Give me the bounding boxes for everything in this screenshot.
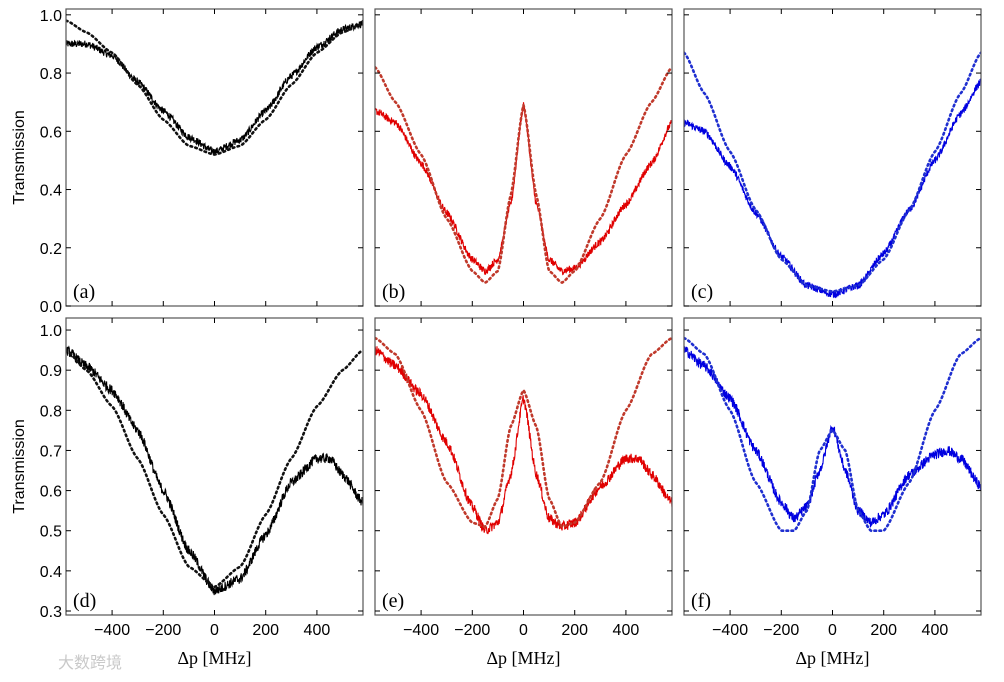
panel-label: (d)	[73, 590, 96, 612]
panel-label: (c)	[691, 281, 713, 303]
y-tick-label: 1.0	[40, 323, 62, 340]
panel-d: −400 −200 0 200 400 0.3 0.4 0.5 0.6 0.7 0.8 0.9 1.0 (…	[11, 317, 364, 668]
series-measured-b	[375, 102, 672, 276]
panel-label: (e)	[382, 590, 404, 612]
y-tick-label: 0.4	[40, 183, 62, 200]
x-axis-label: Δp [MHz]	[177, 648, 251, 668]
panel-frame	[374, 8, 673, 307]
panel-frame	[65, 8, 364, 307]
panel-frame	[65, 317, 364, 616]
watermark: 大数跨境	[58, 653, 122, 672]
x-tick-label: 400	[613, 622, 640, 639]
series-measured-a	[66, 19, 363, 157]
series-measured-e	[375, 345, 672, 535]
panel-c: (c)	[683, 8, 982, 307]
series-fit-f	[684, 336, 981, 533]
x-tick-label: −400	[403, 622, 439, 639]
series-measured-d	[66, 345, 363, 596]
x-tick-label: −400	[94, 622, 130, 639]
y-tick-label: 0.8	[40, 66, 62, 83]
series-fit-b	[375, 65, 672, 285]
series-fit-a	[66, 19, 363, 156]
x-tick-label: 200	[252, 622, 279, 639]
panel-e: −400 −200 0 200 400 (e) Δp [MHz]	[374, 317, 673, 668]
x-axis-label: Δp [MHz]	[486, 648, 560, 668]
x-tick-label: 400	[304, 622, 331, 639]
panel-a: 0.0 0.2 0.4 0.6 0.8 1.0 (a) Transmission	[11, 8, 364, 316]
series-fit-e	[375, 336, 672, 529]
x-tick-label: −200	[763, 622, 799, 639]
x-axis-label: Δp [MHz]	[795, 648, 869, 668]
x-tick-label: 0	[828, 622, 837, 639]
y-tick-label: 0.5	[40, 524, 62, 541]
y-axis-label: Transmission	[11, 419, 28, 514]
y-tick-label: 0.9	[40, 363, 62, 380]
y-tick-label: 0.8	[40, 403, 62, 420]
panel-frame	[374, 317, 673, 616]
x-tick-label: −400	[712, 622, 748, 639]
y-tick-label: 0.2	[40, 241, 62, 258]
panel-f: −400 −200 0 200 400 (f) Δp [MHz]	[683, 317, 982, 668]
x-tick-label: 200	[870, 622, 897, 639]
y-tick-label: 0.4	[40, 564, 62, 581]
x-tick-label: 400	[922, 622, 949, 639]
y-tick-label: 0.6	[40, 484, 62, 501]
y-tick-label: 1.0	[40, 8, 62, 25]
x-tick-label: 0	[519, 622, 528, 639]
panel-label: (f)	[691, 590, 711, 612]
y-tick-label: 0.6	[40, 124, 62, 141]
x-tick-label: 0	[210, 622, 219, 639]
panel-b: (b)	[374, 8, 673, 307]
series-measured-f	[684, 346, 981, 528]
y-axis-label: Transmission	[11, 110, 28, 205]
series-fit-d	[66, 348, 363, 589]
panel-label: (b)	[382, 281, 405, 303]
x-tick-label: −200	[454, 622, 490, 639]
y-tick-label: 0.0	[40, 299, 62, 316]
y-tick-label: 0.7	[40, 443, 62, 460]
series-measured-c	[684, 78, 981, 299]
x-tick-label: 200	[561, 622, 588, 639]
y-tick-label: 0.3	[40, 604, 62, 621]
panel-frame	[683, 317, 982, 616]
series-fit-c	[684, 51, 981, 293]
x-tick-label: −200	[145, 622, 181, 639]
panel-label: (a)	[73, 281, 95, 303]
